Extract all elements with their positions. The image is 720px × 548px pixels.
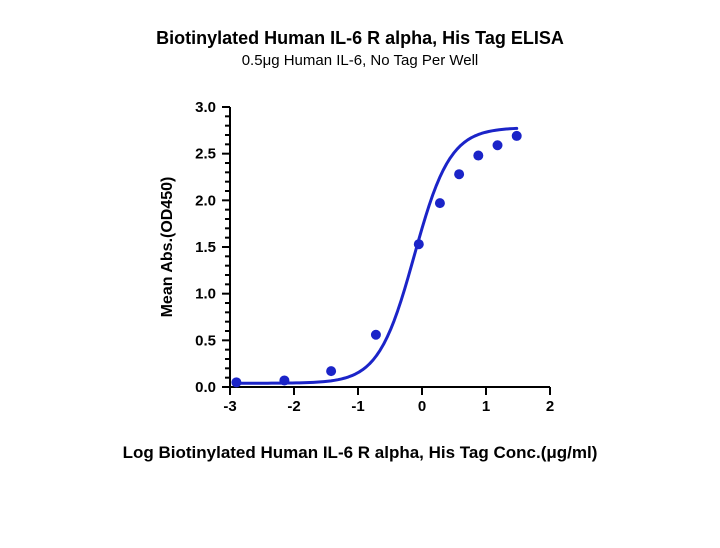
data-point [280, 376, 289, 385]
svg-text:2.0: 2.0 [195, 192, 216, 209]
svg-text:2.5: 2.5 [195, 145, 216, 162]
svg-text:0: 0 [418, 398, 426, 415]
svg-text:1.5: 1.5 [195, 239, 216, 256]
elisa-curve-chart: -3 -2 -1 0 1 2 0.0 0.5 1.0 1.5 2.0 2.5 3.0 Mean Abs.(… [140, 87, 580, 437]
data-point [371, 330, 380, 339]
data-point [232, 377, 241, 386]
data-point [474, 151, 483, 160]
data-point [435, 198, 444, 207]
data-point [414, 239, 423, 248]
svg-text:1.0: 1.0 [195, 285, 216, 302]
svg-text:Mean Abs.(OD450): Mean Abs.(OD450) [159, 176, 176, 317]
data-point [455, 169, 464, 178]
svg-text:2: 2 [546, 398, 554, 415]
svg-text:-1: -1 [351, 398, 364, 415]
x-axis-label: Log Biotinylated Human IL-6 R alpha, His… [123, 443, 598, 463]
svg-text:3.0: 3.0 [195, 99, 216, 116]
chart-container: Biotinylated Human IL-6 R alpha, His Tag… [0, 0, 720, 548]
data-point [327, 366, 336, 375]
svg-text:1: 1 [482, 398, 490, 415]
series-curve [236, 128, 516, 383]
chart-subtitle: 0.5μg Human IL-6, No Tag Per Well [242, 52, 479, 69]
chart-title: Biotinylated Human IL-6 R alpha, His Tag… [156, 28, 564, 50]
data-point [493, 140, 502, 149]
data-point [512, 131, 521, 140]
svg-text:-2: -2 [287, 398, 300, 415]
svg-text:0.0: 0.0 [195, 379, 216, 396]
svg-text:-3: -3 [223, 398, 236, 415]
chart-plot-area: -3 -2 -1 0 1 2 0.0 0.5 1.0 1.5 2.0 2.5 3.0 Mean Abs.(… [140, 87, 580, 437]
svg-text:0.5: 0.5 [195, 332, 216, 349]
